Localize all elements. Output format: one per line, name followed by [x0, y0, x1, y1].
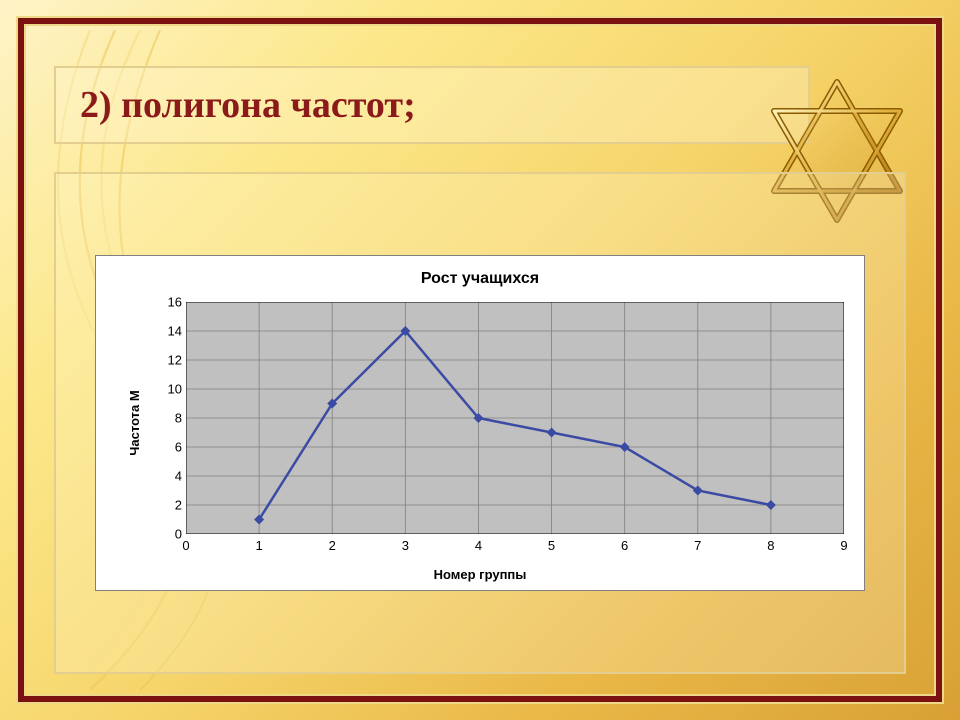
x-tick-label: 6 [621, 538, 628, 553]
y-tick-label: 2 [154, 498, 182, 513]
y-tick-label: 6 [154, 440, 182, 455]
x-axis-label: Номер группы [96, 567, 864, 582]
x-tick-label: 9 [840, 538, 847, 553]
title-box: 2) полигона частот; [54, 66, 810, 144]
plot-area [186, 302, 844, 534]
y-tick-label: 10 [154, 382, 182, 397]
y-tick-label: 8 [154, 411, 182, 426]
x-tick-label: 8 [767, 538, 774, 553]
x-ticks: 0123456789 [186, 538, 844, 558]
y-tick-label: 0 [154, 527, 182, 542]
slide: 2) полигона частот; Рост учащихся [0, 0, 960, 720]
y-axis-label: Частота М [127, 390, 142, 455]
y-tick-label: 16 [154, 295, 182, 310]
slide-title: 2) полигона частот; [80, 83, 416, 127]
y-tick-label: 4 [154, 469, 182, 484]
y-ticks: 0246810121416 [154, 302, 182, 534]
x-tick-label: 3 [402, 538, 409, 553]
chart-title: Рост учащихся [96, 270, 864, 288]
x-tick-label: 1 [255, 538, 262, 553]
x-tick-label: 5 [548, 538, 555, 553]
x-tick-label: 2 [329, 538, 336, 553]
x-tick-label: 0 [182, 538, 189, 553]
y-tick-label: 14 [154, 324, 182, 339]
x-tick-label: 7 [694, 538, 701, 553]
chart-box: Рост учащихся Частота М Номер группы 0 2 4… [95, 255, 865, 591]
chart-container: Рост учащихся Частота М Номер группы 0 2 4… [54, 172, 906, 674]
x-tick-label: 4 [475, 538, 482, 553]
y-tick-label: 12 [154, 353, 182, 368]
